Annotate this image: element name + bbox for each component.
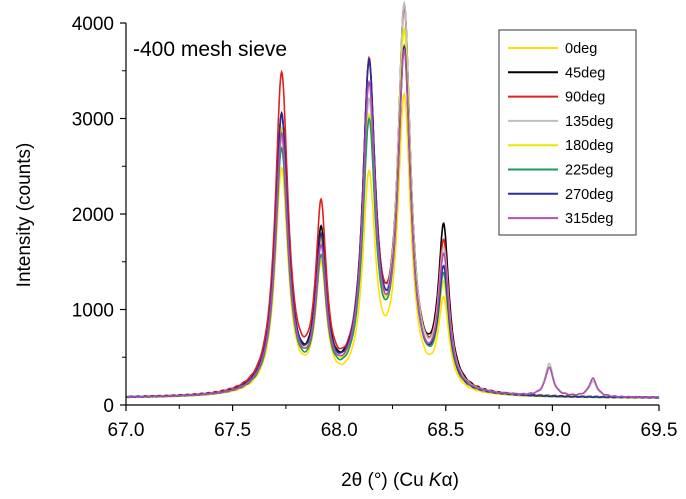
legend-label-90deg: 90deg	[565, 90, 605, 106]
legend-label-270deg: 270deg	[565, 187, 613, 203]
series-curves	[125, 0, 660, 399]
legend: 0deg 45deg 90deg 135deg 180deg 225deg 270deg 31…	[498, 29, 637, 236]
annotation-label: -400 mesh sieve	[133, 38, 287, 61]
x-tick-label: 67.5	[214, 420, 251, 441]
legend-box	[498, 29, 637, 236]
y-axis-title: Intensity (counts)	[14, 143, 35, 288]
legend-label-225deg: 225deg	[565, 163, 613, 179]
legend-label-135deg: 135deg	[565, 114, 613, 130]
y-tick-label: 3000	[72, 110, 114, 131]
x-tick-label: 68.5	[427, 420, 464, 441]
y-tick-label: 1000	[72, 301, 114, 322]
axes: 67.0 67.5 68.0 68.5 69.0 69.5 0 1000 2000 3000 400…	[72, 14, 678, 441]
x-tick-label: 67.0	[108, 420, 145, 441]
legend-label-0deg: 0deg	[565, 41, 597, 57]
legend-label-315deg: 315deg	[565, 211, 613, 227]
y-tick-label: 0	[103, 396, 114, 417]
x-tick-label: 69.5	[641, 420, 678, 441]
x-tick-label: 69.0	[534, 420, 571, 441]
x-tick-label: 68.0	[321, 420, 358, 441]
legend-label-180deg: 180deg	[565, 138, 613, 154]
x-axis-title: 2θ (°) (Cu Kα)	[341, 470, 459, 491]
series-line-315deg	[125, 47, 660, 399]
y-tick-label: 4000	[72, 14, 114, 35]
legend-label-45deg: 45deg	[565, 65, 605, 81]
y-tick-label: 2000	[72, 205, 114, 226]
